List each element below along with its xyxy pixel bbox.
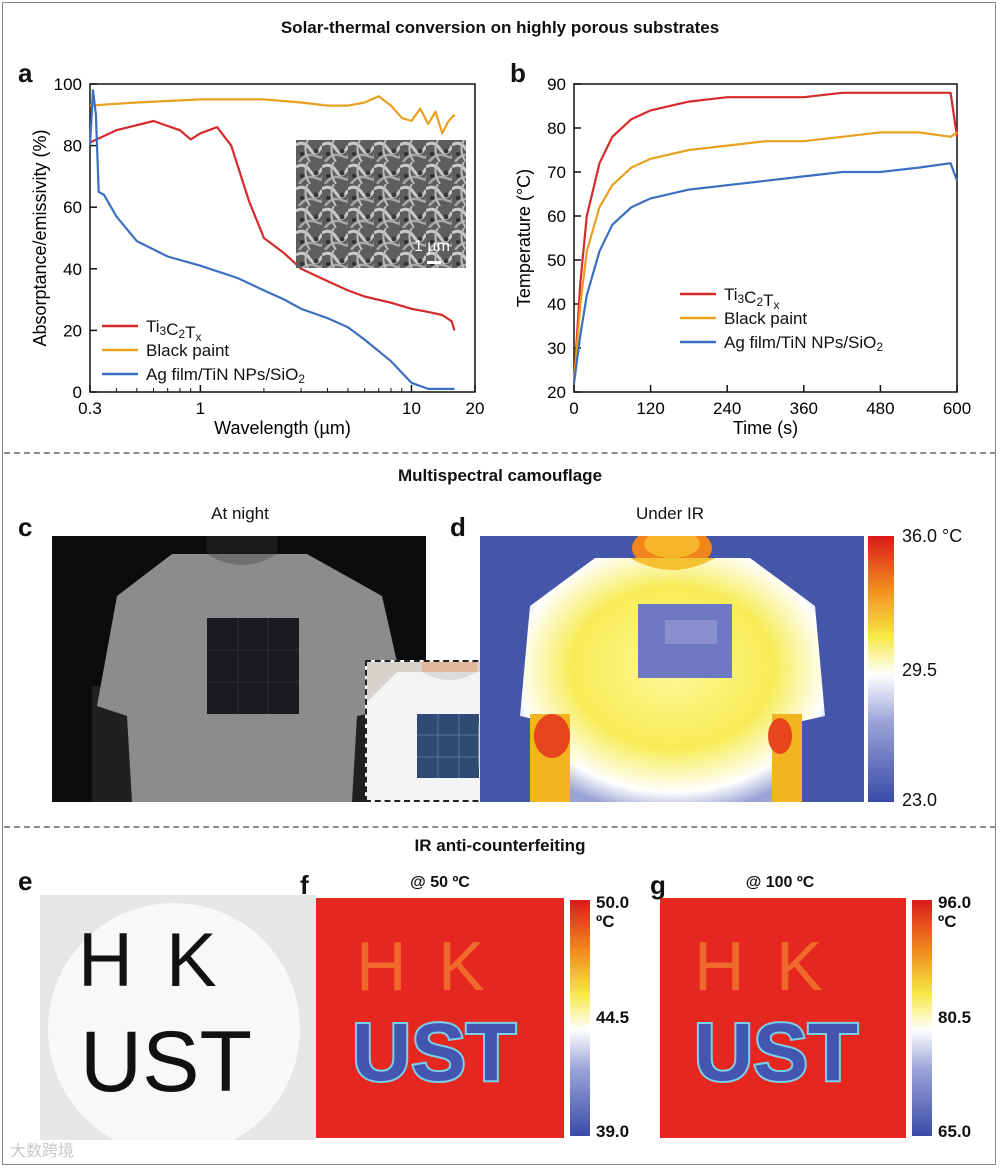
panel-label-a: a: [18, 58, 33, 88]
subtitle-g: @ 100 ºC: [745, 874, 815, 891]
sample-text-ust: UST: [80, 1014, 252, 1110]
y-tick-label: 20: [63, 321, 82, 340]
legend-label-1: Black paint: [724, 309, 807, 328]
x-tick-label: 0.3: [78, 399, 102, 418]
x-tick-label: 360: [790, 399, 818, 418]
x-axis-label: Wavelength (µm): [214, 418, 351, 438]
y-tick-label: 30: [547, 339, 566, 358]
colorbar-f-max: 50.0: [596, 893, 630, 912]
panel-label-f: f: [300, 870, 309, 900]
x-tick-label: 120: [636, 399, 664, 418]
legend-label-2: Ag film/TiN NPs/SiO2: [724, 333, 883, 354]
x-tick-label: 1: [196, 399, 205, 418]
plot-area: [573, 83, 958, 393]
legend-label-1: Black paint: [146, 341, 229, 360]
x-tick-label: 600: [943, 399, 971, 418]
divider-1: [4, 452, 996, 454]
panel-label-e: e: [18, 866, 33, 896]
panel-label-d: d: [450, 512, 466, 542]
colorbar-d-min: 23.0: [902, 790, 938, 810]
scale-bar-label: 1 µm: [414, 238, 450, 255]
colorbar-f-min: 39.0: [596, 1122, 630, 1141]
series-line-2: [572, 162, 959, 384]
panel-label-b: b: [510, 58, 526, 88]
x-tick-label: 20: [466, 399, 485, 418]
panel-label-c: c: [18, 512, 33, 542]
colorbar-g-mid: 80.5: [938, 1008, 972, 1027]
series-line-0: [89, 119, 456, 331]
watermark: 大数跨境: [10, 1141, 75, 1160]
y-tick-label: 60: [547, 207, 566, 226]
y-tick-label: 0: [73, 383, 82, 402]
series-line-2: [88, 89, 455, 390]
y-axis-label: Temperature (°C): [514, 169, 534, 307]
x-axis-label: Time (s): [733, 418, 798, 438]
colorbar-f: [570, 900, 590, 1136]
y-tick-label: 50: [547, 251, 566, 270]
series-line-1: [89, 95, 456, 135]
colorbar-d-max: 36.0 °C: [902, 526, 963, 546]
y-tick-label: 80: [63, 137, 82, 156]
sem-texture: [296, 140, 466, 268]
y-tick-label: 80: [547, 119, 566, 138]
photo-sample-disk: H K UST: [40, 895, 316, 1140]
section-title-camouflage: Multispectral camouflage: [397, 466, 603, 485]
plot-area: [89, 83, 476, 393]
colorbar-g-max: 96.0: [938, 893, 972, 912]
thermal-g-text-ust: UST: [692, 1005, 860, 1100]
legend-label-0: Ti3C2Tx: [146, 317, 201, 344]
x-tick-label: 10: [402, 399, 421, 418]
colorbar-d: [868, 536, 894, 802]
thermal-g-text-hk: H K: [694, 927, 829, 1005]
legend-label-2: Ag film/TiN NPs/SiO2: [146, 365, 305, 386]
sem-image-inset: 1 µm: [296, 140, 466, 268]
series-line-1: [572, 131, 958, 384]
chart-b-temperature: 20 30 40 50 60 70 80 90 0 120 240 360 480 600 Time (s)…: [514, 75, 971, 438]
colorbar-g-unit: ºC: [938, 912, 957, 931]
subtitle-f: @ 50 ºC: [410, 874, 470, 891]
sample-text-hk: H K: [78, 918, 223, 1003]
thermal-image-100c: H K UST: [660, 898, 906, 1138]
section-title-solar: Solar-thermal conversion on highly porou…: [280, 18, 720, 37]
y-tick-label: 70: [547, 163, 566, 182]
colorbar-g: [912, 900, 932, 1136]
legend-label-0: Ti3C2Tx: [724, 285, 779, 312]
y-tick-label: 60: [63, 198, 82, 217]
y-tick-label: 40: [63, 260, 82, 279]
panel-label-g: g: [650, 870, 666, 900]
divider-2: [4, 826, 996, 828]
colorbar-d-mid: 29.5: [902, 660, 938, 680]
y-tick-label: 40: [547, 295, 566, 314]
sample-disk: [48, 903, 300, 1140]
section-title-anticounterfeit: IR anti-counterfeiting: [414, 836, 586, 855]
colorbar-g-min: 65.0: [938, 1122, 972, 1141]
series-line-0: [572, 91, 959, 384]
y-tick-label: 100: [54, 75, 82, 94]
subtitle-d: Under IR: [635, 504, 705, 523]
x-tick-label: 240: [713, 399, 741, 418]
thermal-image-shirt: [480, 536, 864, 802]
thermal-image-50c: H K UST: [316, 898, 564, 1138]
y-tick-label: 90: [547, 75, 566, 94]
x-tick-label: 480: [866, 399, 894, 418]
chart-a-absorptance: 0 20 40 60 80 100 0.3 1 10 20 Wavelength (µm) Absor…: [30, 75, 485, 438]
y-axis-label: Absorptance/emissivity (%): [30, 129, 50, 346]
scale-bar: [427, 261, 441, 264]
colorbar-f-unit: ºC: [596, 912, 615, 931]
colorbar-f-mid: 44.5: [596, 1008, 630, 1027]
thermal-f-text-ust: UST: [350, 1005, 518, 1100]
thermal-f-text-hk: H K: [356, 927, 491, 1005]
x-tick-label: 0: [569, 399, 578, 418]
subtitle-c: At night: [211, 504, 269, 523]
y-tick-label: 20: [547, 383, 566, 402]
